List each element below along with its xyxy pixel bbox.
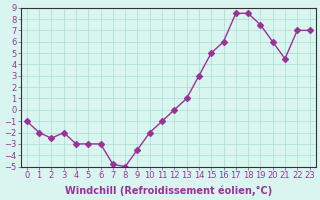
X-axis label: Windchill (Refroidissement éolien,°C): Windchill (Refroidissement éolien,°C) (65, 185, 272, 196)
